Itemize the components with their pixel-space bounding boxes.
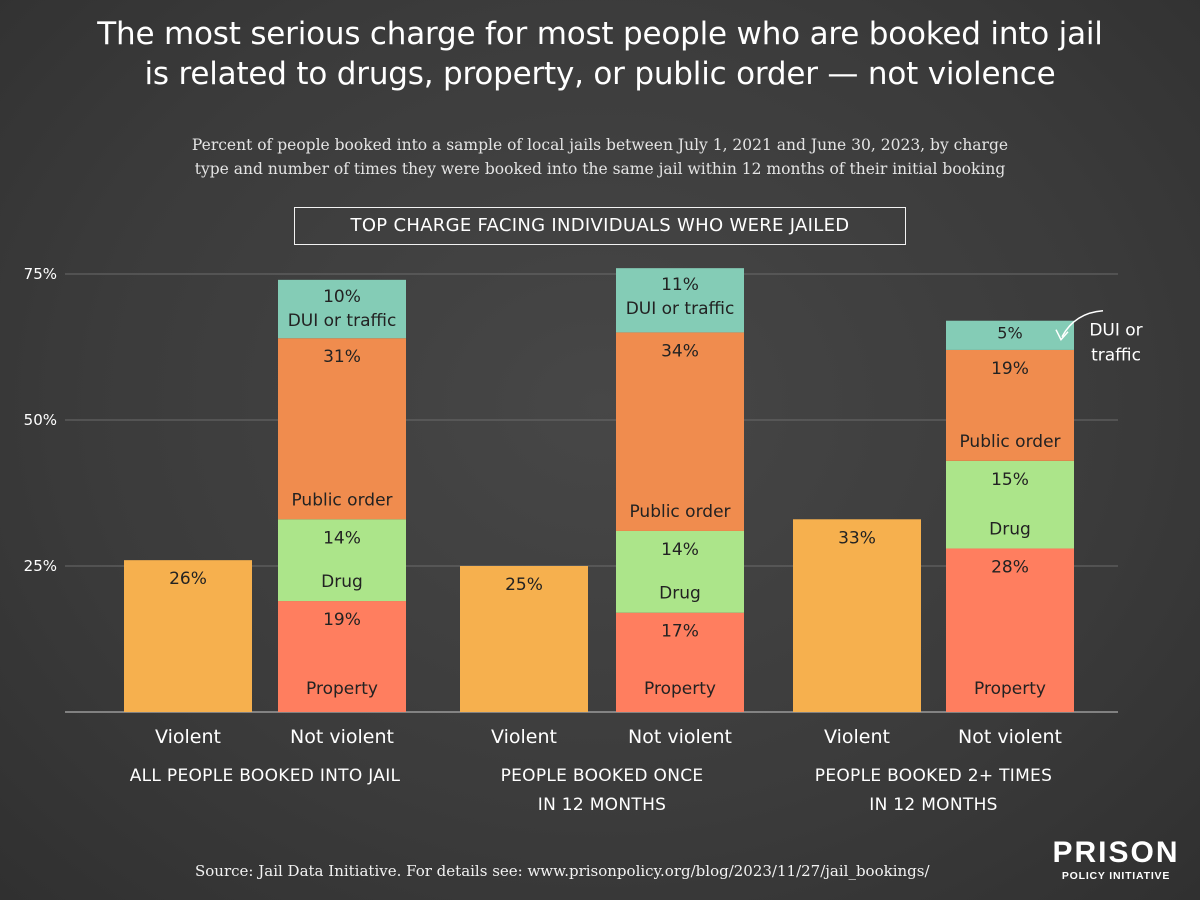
bar-segment-drug [616, 530, 744, 613]
value-label: 33% [838, 528, 876, 548]
segment-label: Drug [989, 519, 1031, 539]
annotation-arrowhead [1055, 329, 1069, 342]
segment-label: DUI or traffic [288, 311, 397, 331]
group-label: ALL PEOPLE BOOKED INTO JAIL [130, 766, 401, 786]
title-line-1: The most serious charge for most people … [97, 16, 1103, 52]
subtitle-line-1: Percent of people booked into a sample o… [191, 136, 1009, 154]
segment-label: Property [306, 679, 378, 699]
value-label: 17% [661, 622, 699, 642]
annotation-text: DUI or [1089, 321, 1142, 341]
bar-segment-public_order [278, 338, 406, 520]
prison-policy-initiative-logo: PRISON POLICY INITIATIVE [1050, 836, 1182, 883]
subtitle-line-2: type and number of times they were booke… [194, 160, 1006, 178]
y-tick-label: 75% [24, 265, 57, 283]
value-label: 19% [323, 610, 361, 630]
value-label: 25% [505, 575, 543, 595]
logo-sub-text: POLICY INITIATIVE [1061, 870, 1171, 882]
value-label: 28% [991, 557, 1029, 577]
bar-segment-public_order [616, 332, 744, 531]
value-label: 10% [323, 287, 361, 307]
bar-category-label: Violent [824, 726, 890, 748]
value-label: 31% [323, 347, 361, 367]
bar-category-label: Not violent [628, 726, 732, 748]
value-label: 14% [661, 540, 699, 560]
bar-segment-property [278, 601, 406, 712]
chart-title: The most serious charge for most people … [0, 14, 1200, 94]
group-label: PEOPLE BOOKED 2+ TIMES [815, 766, 1052, 786]
segment-label: Public order [959, 432, 1060, 452]
value-label: 34% [661, 341, 699, 361]
segment-label: Drug [321, 572, 363, 592]
segment-label: Property [974, 679, 1046, 699]
bar-segment-violent [460, 566, 588, 712]
bar-segment-drug [946, 460, 1074, 549]
y-tick-label: 50% [24, 411, 57, 429]
segment-label: Drug [659, 584, 701, 604]
bar-category-label: Not violent [290, 726, 394, 748]
bar-category-label: Not violent [958, 726, 1062, 748]
source-note: Source: Jail Data Initiative. For detail… [195, 862, 930, 880]
bar-segment-dui_traffic [946, 320, 1074, 350]
segment-label: DUI or traffic [626, 299, 735, 319]
group-label: IN 12 MONTHS [869, 795, 998, 815]
value-label: 5% [997, 324, 1022, 343]
y-tick-label: 25% [24, 557, 57, 575]
group-label: PEOPLE BOOKED ONCE [501, 766, 704, 786]
chart-subtitle: Percent of people booked into a sample o… [0, 133, 1200, 181]
bar-segment-dui_traffic [616, 268, 744, 333]
bar-category-label: Violent [491, 726, 557, 748]
logo-main-text: PRISON [1052, 836, 1180, 869]
group-label: IN 12 MONTHS [538, 795, 667, 815]
annotation-text: traffic [1091, 346, 1141, 366]
bar-segment-violent [124, 560, 252, 712]
segment-label: Public order [291, 490, 392, 510]
bar-segment-property [946, 548, 1074, 712]
value-label: 19% [991, 359, 1029, 379]
bar-segment-public_order [946, 349, 1074, 461]
annotation-arrow [1061, 309, 1104, 338]
bar-segment-dui_traffic [278, 279, 406, 339]
segment-label: Public order [629, 502, 730, 522]
title-line-2: is related to drugs, property, or public… [144, 56, 1056, 92]
value-label: 26% [169, 569, 207, 589]
value-label: 14% [323, 528, 361, 548]
bar-category-label: Violent [155, 726, 221, 748]
segment-label: Property [644, 679, 716, 699]
value-label: 11% [661, 275, 699, 295]
value-label: 15% [991, 470, 1029, 490]
chart-heading-box: TOP CHARGE FACING INDIVIDUALS WHO WERE J… [294, 207, 906, 245]
bar-segment-drug [278, 519, 406, 602]
bar-segment-violent [793, 519, 921, 712]
bar-segment-property [616, 612, 744, 712]
